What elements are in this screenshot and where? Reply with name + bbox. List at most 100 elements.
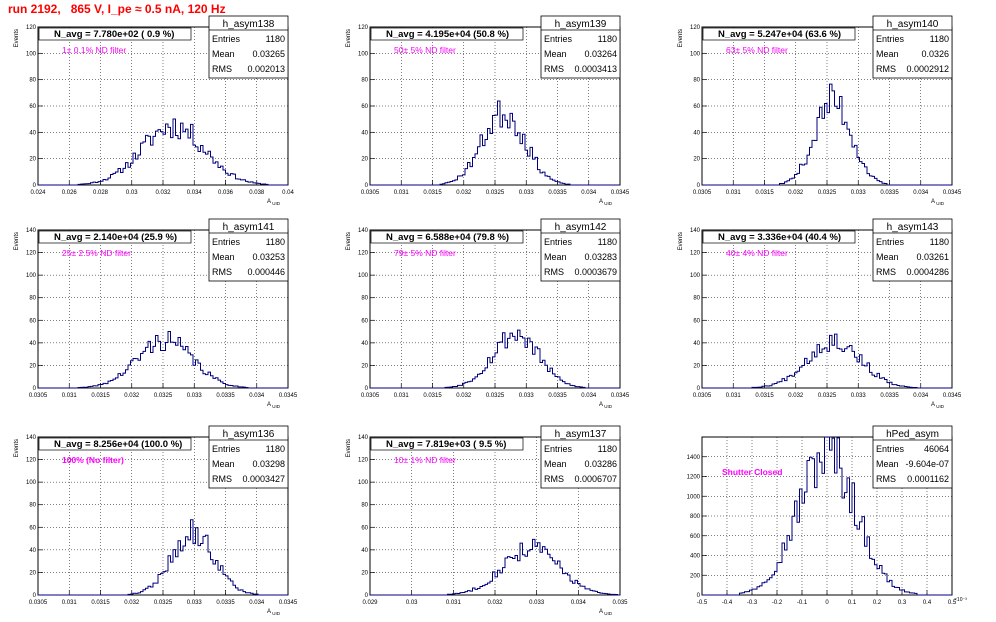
y-tick-label: 80 [361,78,368,84]
x-tick-label: 0.0315 [423,393,442,399]
y-tick-label: 60 [361,525,368,531]
run-title: run 2192, 865 V, I_pe ≈ 0.5 nA, 120 Hz [8,2,226,16]
stat-label: RMS [544,267,564,277]
x-tick-label: 0.038 [249,190,265,196]
y-tick-label: 60 [361,318,368,324]
x-tick-label: 0.034 [187,190,203,196]
y-tick-label: 40 [361,130,368,136]
stat-label: RMS [876,64,896,74]
y-tick-label: 0 [33,386,37,392]
stat-label: Mean [876,49,899,59]
histogram-panel-h_asym141: 0.0305 0.031 0.0315 0.032 0.0325 0.033 0.0335 0… [14,218,298,409]
stat-label: Entries [212,34,241,44]
x-tick-label: 0.033 [519,393,535,399]
x-tick-label: 0.026 [62,190,78,196]
x-tick-label: 0.0315 [755,393,774,399]
y-tick-label: 100 [26,273,37,279]
x-axis-title: A UID [599,402,613,409]
navg-label: N_avg = 6.588e+04 (79.8 %) [386,232,509,243]
y-tick-label: 40 [29,548,36,554]
x-exponent-label: ×10⁻³ [954,597,967,603]
y-tick-label: 80 [29,78,36,84]
y-tick-label: 0 [365,386,369,392]
histogram-panel-h_asym143: 0.0305 0.031 0.0315 0.032 0.0325 0.033 0.0335 0… [678,218,962,409]
histogram-line [370,100,620,186]
y-tick-label: 100 [358,480,369,486]
x-tick-label: 0.0345 [943,190,962,196]
y-tick-label: 100 [26,51,37,57]
y-tick-label: 20 [29,157,36,163]
x-tick-label: 0.04 [282,190,294,196]
y-tick-label: 20 [29,570,36,576]
x-tick-label: 0.032 [788,190,804,196]
stat-label: RMS [544,64,564,74]
y-tick-label: 100 [690,273,701,279]
stat-label: Mean [212,252,235,262]
x-tick-label: 0.024 [30,190,46,196]
x-tick-label: 0.0335 [216,600,235,606]
y-tick-label: 20 [29,363,36,369]
stat-label: Mean [876,459,899,469]
stat-value: 1180 [598,444,617,454]
y-tick-label: 0 [33,593,37,599]
navg-box [370,437,524,451]
y-tick-label: 200 [690,573,701,579]
x-tick-label: 0.034 [913,190,929,196]
y-axis-title: Events [14,439,20,457]
x-tick-label: 0.034 [581,190,597,196]
y-tick-label: 80 [29,503,36,509]
x-axis-title: A UID [267,402,281,409]
x-tick-label: -0.4 [722,600,733,606]
y-axis-title: Events [14,232,20,250]
x-tick-label: 0.036 [218,190,234,196]
y-tick-label: 140 [26,228,37,234]
stat-value: 0.03265 [252,49,285,59]
stat-value: 1180 [266,444,285,454]
stat-value: 0.03298 [252,459,285,469]
histogram-panel-h_asym139: 0.0305 0.031 0.0315 0.032 0.0325 0.033 0.0335 0… [346,15,630,206]
navg-label: N_avg = 7.780e+02 ( 0.9 %) [54,29,174,40]
navg-box [370,27,524,41]
stat-value: 1180 [266,237,285,247]
navg-box [38,27,192,41]
y-tick-label: 0 [365,183,369,189]
y-tick-label: 80 [361,296,368,302]
x-tick-label: 0.0335 [880,393,899,399]
x-tick-label: -0.5 [697,600,708,606]
x-tick-label: 0.035 [612,600,628,606]
stat-value: 0.0002912 [906,64,949,74]
y-tick-label: 40 [693,341,700,347]
x-tick-label: 0.0335 [548,190,567,196]
x-tick-label: 0.03 [406,600,418,606]
histogram-line [38,519,288,596]
navg-box [702,230,856,244]
y-tick-label: 40 [361,341,368,347]
y-tick-label: 140 [690,228,701,234]
histogram-panel-h_asym137: 0.029 0.03 0.031 0.032 0.033 0.034 0.035 0 20 40 6… [346,425,628,616]
filter-label: 50± 5% ND filter [394,45,456,55]
y-tick-label: 80 [693,296,700,302]
stat-label: Entries [544,237,573,247]
y-tick-label: 120 [26,251,37,257]
y-tick-label: 0 [365,593,369,599]
y-tick-label: 80 [693,78,700,84]
histogram-line [702,436,952,596]
histogram-name: h_asym139 [555,19,607,30]
x-tick-label: 0.3 [898,600,907,606]
x-tick-label: 0.032 [456,190,472,196]
stat-label: Entries [876,444,905,454]
x-axis-title: A UID [267,609,281,616]
filter-label: 63± 5% ND filter [726,45,788,55]
histogram-line [702,333,952,389]
x-tick-label: 0.0305 [29,393,48,399]
y-axis-title: Events [14,29,20,47]
y-tick-label: 140 [358,228,369,234]
histogram-panel-h_asym136: 0.0305 0.031 0.0315 0.032 0.0325 0.033 0.0335 0… [14,425,298,616]
x-tick-label: 0.0335 [880,190,899,196]
y-tick-label: 800 [690,514,701,520]
stats-box [208,218,289,282]
x-tick-label: -0.3 [747,600,758,606]
stats-box [872,218,953,282]
x-tick-label: 0.031 [726,393,742,399]
